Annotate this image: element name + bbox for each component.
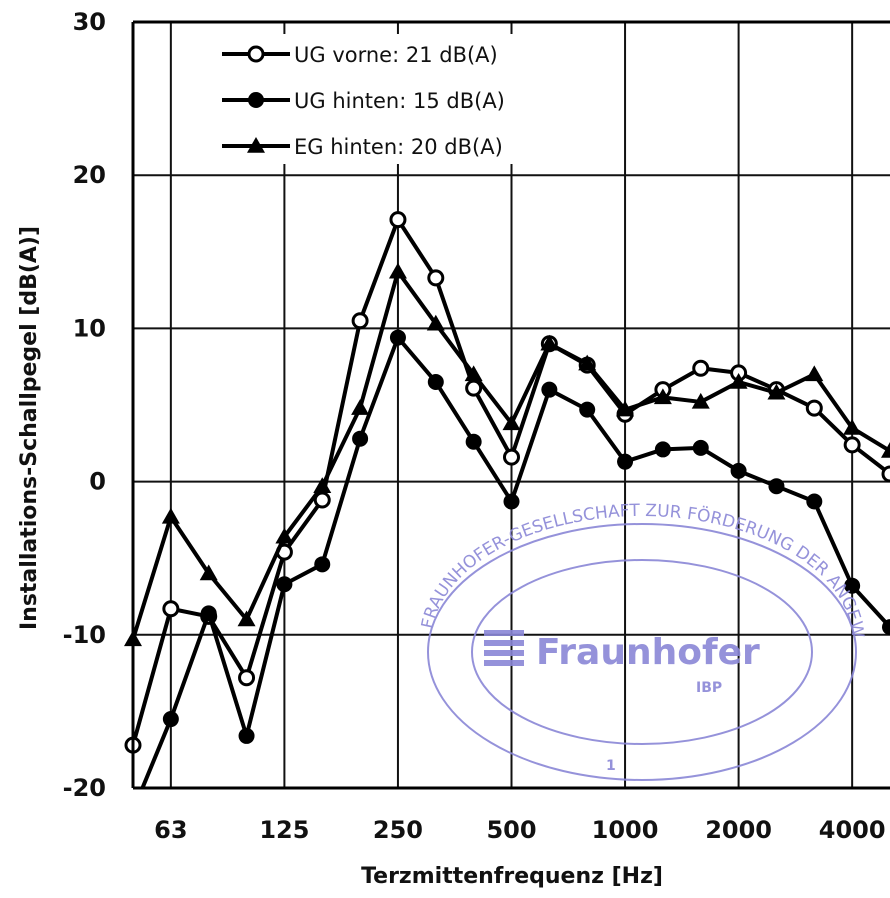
data-point xyxy=(503,448,520,466)
data-point xyxy=(313,491,331,509)
data-point xyxy=(881,465,890,483)
data-point xyxy=(729,373,748,389)
data-point xyxy=(313,477,332,493)
stamp-outer-ring xyxy=(427,523,857,781)
data-point xyxy=(540,334,559,351)
data-point xyxy=(388,262,407,279)
legend-label: UG vorne: 21 dB(A) xyxy=(294,43,498,67)
y-tick-label: -10 xyxy=(63,621,106,649)
data-point xyxy=(275,527,294,544)
legend-marker xyxy=(247,137,265,153)
data-point xyxy=(238,727,255,744)
x-tick-label: 4000 xyxy=(819,816,886,844)
stamp-inner-ring xyxy=(471,559,813,745)
data-point xyxy=(654,441,671,458)
data-point xyxy=(237,610,256,627)
y-tick-label: 10 xyxy=(73,314,106,342)
data-point xyxy=(465,433,482,450)
data-point xyxy=(199,564,218,581)
data-point xyxy=(426,314,445,331)
data-point xyxy=(351,399,370,415)
data-point xyxy=(464,365,483,382)
data-point xyxy=(427,374,444,391)
data-point xyxy=(276,576,293,593)
data-point xyxy=(805,365,824,382)
data-point xyxy=(806,493,823,510)
data-point xyxy=(162,711,179,728)
data-point xyxy=(161,507,180,524)
data-point xyxy=(653,388,672,405)
data-point xyxy=(882,619,890,636)
stamp-number: 1 xyxy=(606,758,616,774)
y-tick-label: 30 xyxy=(73,8,106,36)
data-point xyxy=(465,379,483,397)
data-point xyxy=(200,605,217,622)
x-tick-label: 2000 xyxy=(705,816,772,844)
data-point xyxy=(616,400,635,417)
data-point xyxy=(881,441,890,458)
legend-label: EG hinten: 20 dB(A) xyxy=(294,135,503,159)
data-point xyxy=(125,803,141,819)
x-tick-label: 250 xyxy=(373,816,423,844)
x-tick-label: 500 xyxy=(486,816,536,844)
legend-marker xyxy=(248,92,264,108)
legend-label: UG hinten: 15 dB(A) xyxy=(294,89,505,113)
data-point xyxy=(617,453,634,470)
data-point xyxy=(238,669,256,687)
x-axis-title: Terzmittenfrequenz [Hz] xyxy=(361,864,663,889)
y-tick-label: -20 xyxy=(63,774,106,802)
data-point xyxy=(767,383,786,400)
data-point xyxy=(578,354,597,371)
data-point xyxy=(502,414,521,431)
data-point xyxy=(541,381,558,398)
fraunhofer-logo-icon xyxy=(484,630,524,666)
data-point xyxy=(843,418,862,435)
data-point xyxy=(579,401,596,418)
data-point xyxy=(843,436,861,454)
y-axis-title: Installations-Schallpegel [dB(A)] xyxy=(17,226,42,630)
data-point xyxy=(427,269,445,287)
tick-labels: -20 -10 0 10 20 30 63 125 250 500 1000 2000 4000 xyxy=(63,8,886,844)
series-3 xyxy=(124,262,890,647)
data-point xyxy=(730,462,747,479)
stamp-institute: IBP xyxy=(696,680,722,696)
data-point xyxy=(844,577,861,594)
legend-marker xyxy=(247,45,265,63)
data-point xyxy=(691,392,710,409)
axes-layer xyxy=(131,20,890,790)
series-2 xyxy=(125,329,890,819)
data-point xyxy=(162,600,180,618)
x-tick-label: 63 xyxy=(154,816,187,844)
data-point xyxy=(768,478,785,495)
data-point xyxy=(503,493,520,510)
data-point xyxy=(389,329,406,346)
series-1 xyxy=(124,211,890,754)
x-tick-label: 1000 xyxy=(592,816,659,844)
series-layer xyxy=(124,211,890,819)
y-tick-label: 20 xyxy=(73,161,106,189)
x-tick-label: 125 xyxy=(259,816,309,844)
data-point xyxy=(692,359,710,377)
stamp-brand: Fraunhofer xyxy=(536,632,760,673)
data-point xyxy=(389,211,407,229)
data-point xyxy=(314,556,331,573)
data-point xyxy=(352,430,369,447)
data-point xyxy=(692,439,709,456)
y-tick-label: 0 xyxy=(89,468,106,496)
data-point xyxy=(351,312,369,330)
legend: UG vorne: 21 dB(A) UG hinten: 15 dB(A) EG … xyxy=(212,34,530,164)
data-point xyxy=(805,399,823,417)
